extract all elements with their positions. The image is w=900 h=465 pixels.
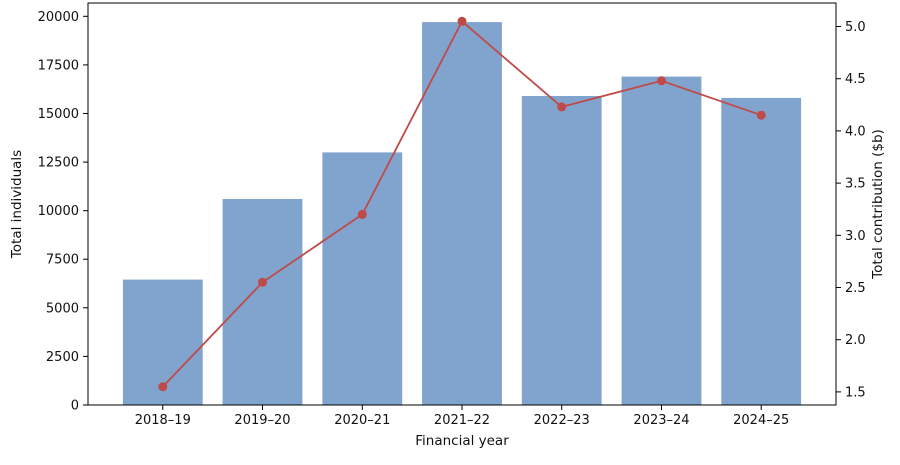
bar-2023–24 xyxy=(621,76,702,405)
right-tick-label: 4.0 xyxy=(845,124,866,139)
bar-2019–20 xyxy=(222,199,303,405)
line-marker-2022–23 xyxy=(557,102,567,112)
left-tick-label: 17500 xyxy=(38,58,79,73)
right-tick-label: 2.0 xyxy=(845,333,866,348)
left-tick-label: 2500 xyxy=(46,350,79,365)
right-tick-label: 1.5 xyxy=(845,385,866,400)
x-tick-label: 2024–25 xyxy=(733,413,789,428)
right-tick-label: 2.5 xyxy=(845,281,866,296)
x-tick-label: 2022–23 xyxy=(534,413,590,428)
right-tick-label: 3.0 xyxy=(845,229,866,244)
left-tick-label: 0 xyxy=(71,399,79,414)
line-marker-2019–20 xyxy=(258,277,267,287)
bar-2022–23 xyxy=(521,96,602,405)
left-tick-label: 12500 xyxy=(38,156,79,171)
line-marker-2023–24 xyxy=(657,76,666,86)
left-tick-label: 20000 xyxy=(38,10,79,25)
bar-2024–25 xyxy=(721,97,802,406)
x-tick-label: 2019–20 xyxy=(234,413,290,428)
x-tick-label: 2018–19 xyxy=(135,413,191,428)
right-tick-label: 3.5 xyxy=(845,177,866,192)
bar-2021–22 xyxy=(422,22,502,405)
x-tick-label: 2023–24 xyxy=(633,413,689,428)
line-marker-2020–21 xyxy=(357,209,367,219)
line-marker-2021–22 xyxy=(457,16,467,26)
right-tick-label: 5.0 xyxy=(845,20,866,35)
right-tick-label: 4.5 xyxy=(845,72,866,87)
left-tick-label: 10000 xyxy=(38,204,79,219)
line-marker-2018–19 xyxy=(158,382,168,392)
x-tick-label: 2021–22 xyxy=(434,413,490,428)
left-tick-label: 15000 xyxy=(38,107,79,122)
line-marker-2024–25 xyxy=(756,110,766,120)
left-tick-label: 5000 xyxy=(46,301,79,316)
left-tick-label: 7500 xyxy=(46,253,79,268)
x-tick-label: 2020–21 xyxy=(334,413,390,428)
bar-2020–21 xyxy=(322,152,403,405)
